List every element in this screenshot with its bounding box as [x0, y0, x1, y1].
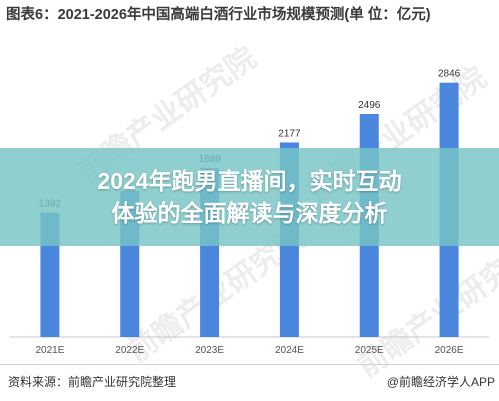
- x-tick-label-2025E: 2025E: [355, 345, 384, 356]
- brand-label: @前瞻经济学人APP: [386, 375, 495, 389]
- x-tick-label-2023E: 2023E: [195, 345, 224, 356]
- x-tick-label-2024E: 2024E: [275, 345, 304, 356]
- x-tick-label-2026E: 2026E: [435, 345, 464, 356]
- data-label-2025E: 2496: [358, 100, 381, 111]
- chart-title: 图表6：2021-2026年中国高端白酒行业市场规模预测(单 位：亿元): [6, 7, 431, 23]
- footer-divider: [0, 364, 499, 365]
- overlay-banner-text: 2024年跑男直播间，实时互动 体验的全面解读与深度分析: [0, 165, 499, 229]
- overlay-banner: [0, 148, 499, 246]
- banner-line-1: 2024年跑男直播间，实时互动: [97, 168, 402, 194]
- banner-line-2: 体验的全面解读与深度分析: [111, 200, 388, 226]
- source-note: 资料来源：前瞻产业研究院整理: [8, 375, 177, 389]
- x-tick-label-2021E: 2021E: [35, 345, 64, 356]
- data-label-2024E: 2177: [278, 128, 301, 139]
- data-label-2026E: 2846: [438, 69, 461, 80]
- x-tick-label-2022E: 2022E: [115, 345, 144, 356]
